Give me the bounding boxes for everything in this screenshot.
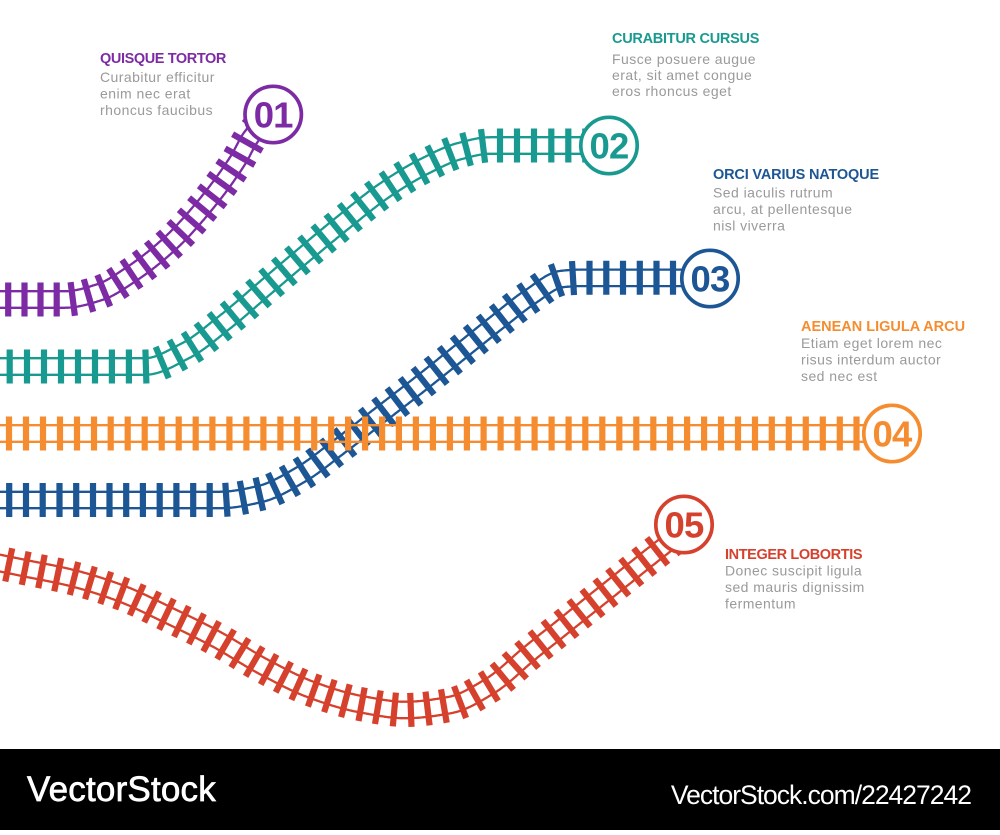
svg-text:eros rhoncus eget: eros rhoncus eget (612, 83, 732, 99)
svg-text:risus interdum auctor: risus interdum auctor (801, 352, 941, 368)
svg-text:VectorStock: VectorStock (27, 770, 216, 809)
svg-text:Etiam eget lorem nec: Etiam eget lorem nec (801, 335, 942, 351)
svg-text:erat, sit amet congue: erat, sit amet congue (612, 67, 752, 83)
svg-text:sed mauris dignissim: sed mauris dignissim (725, 579, 865, 595)
svg-text:AENEAN LIGULA ARCU: AENEAN LIGULA ARCU (801, 319, 965, 335)
svg-text:QUISQUE TORTOR: QUISQUE TORTOR (100, 51, 227, 67)
svg-text:INTEGER LOBORTIS: INTEGER LOBORTIS (725, 547, 863, 563)
svg-text:rhoncus faucibus: rhoncus faucibus (100, 102, 213, 118)
svg-text:VectorStock.com/22427242: VectorStock.com/22427242 (671, 780, 971, 810)
svg-text:ORCI VARIUS NATOQUE: ORCI VARIUS NATOQUE (713, 167, 879, 183)
svg-text:03: 03 (691, 259, 730, 300)
svg-text:04: 04 (873, 414, 913, 455)
svg-text:02: 02 (590, 126, 629, 167)
svg-text:Fusce posuere augue: Fusce posuere augue (612, 51, 756, 67)
svg-text:01: 01 (254, 95, 293, 136)
svg-text:enim nec erat: enim nec erat (100, 86, 191, 102)
svg-text:05: 05 (665, 505, 704, 546)
svg-text:nisl viverra: nisl viverra (713, 218, 785, 234)
svg-text:Sed iaculis rutrum: Sed iaculis rutrum (713, 185, 833, 201)
svg-text:Curabitur efficitur: Curabitur efficitur (100, 69, 215, 85)
svg-text:fermentum: fermentum (725, 596, 796, 612)
svg-text:sed nec est: sed nec est (801, 368, 878, 384)
svg-text:CURABITUR CURSUS: CURABITUR CURSUS (612, 31, 760, 47)
svg-text:arcu, at pellentesque: arcu, at pellentesque (713, 201, 852, 217)
svg-text:Donec suscipit ligula: Donec suscipit ligula (725, 563, 862, 579)
